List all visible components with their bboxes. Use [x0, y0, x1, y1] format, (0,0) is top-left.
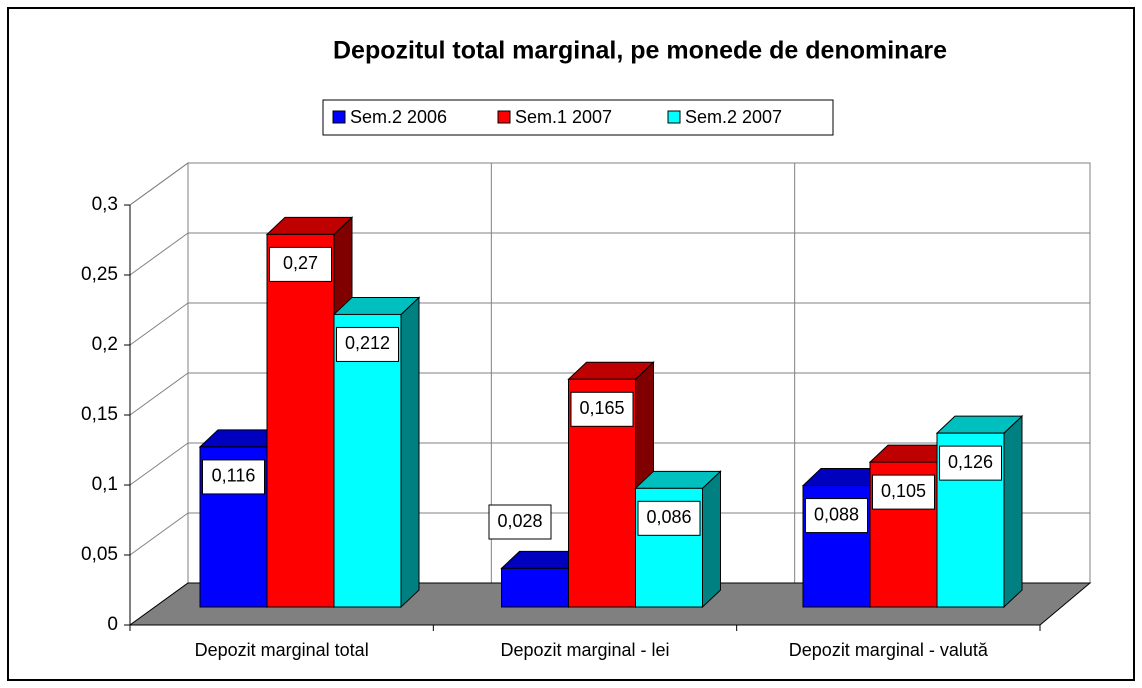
data-label-box: [570, 391, 634, 427]
grid-line: [129, 372, 189, 416]
x-tick-label: Depozit marginal total: [195, 640, 369, 660]
legend-label: Sem.2 2007: [685, 107, 782, 127]
data-label-box: [939, 445, 1002, 481]
data-label: 0,126: [948, 452, 993, 472]
data-label-box: [269, 246, 332, 282]
chart-title: Depozitul total marginal, pe monede de d…: [333, 37, 947, 65]
legend-swatch: [497, 110, 511, 124]
bar: [501, 567, 569, 608]
grid-line: [129, 442, 189, 486]
legend-label: Sem.2 2006: [350, 107, 447, 127]
y-tick-label: 0,1: [92, 474, 118, 495]
data-label-box: [805, 498, 868, 534]
legend-swatch: [332, 110, 346, 124]
data-label: 0,212: [345, 333, 390, 353]
bar-side: [400, 296, 420, 609]
data-label-box: [202, 459, 265, 495]
bar-side: [1003, 414, 1023, 609]
grid-line: [129, 302, 189, 346]
data-label: 0,086: [646, 507, 691, 527]
data-label-box: [488, 504, 552, 540]
y-tick-label: 0,25: [81, 264, 118, 285]
data-label: 0,165: [579, 398, 624, 418]
grid-line: [129, 512, 189, 556]
data-label-box: [336, 326, 399, 362]
y-tick-label: 0,15: [81, 404, 118, 425]
data-label: 0,116: [212, 466, 256, 486]
y-tick-label: 0: [107, 614, 118, 635]
x-tick-label: Depozit marginal - valută: [789, 640, 989, 660]
bar: [333, 313, 402, 608]
data-label: 0,088: [814, 504, 859, 524]
data-label: 0,27: [283, 253, 318, 273]
data-label: 0,105: [881, 481, 926, 501]
y-tick-label: 0,2: [92, 334, 118, 355]
grid-line: [129, 162, 189, 206]
legend-label: Sem.1 2007: [515, 107, 612, 127]
legend-box: [322, 99, 834, 136]
y-tick-label: 0,3: [92, 194, 118, 215]
legend-swatch: [667, 110, 681, 124]
data-label-box: [637, 500, 701, 536]
data-label-box: [872, 474, 935, 510]
y-tick-label: 0,05: [81, 544, 118, 565]
bar-side: [702, 470, 721, 609]
x-tick-label: Depozit marginal - lei: [500, 640, 669, 660]
data-label: 0,028: [497, 511, 542, 531]
bar: [266, 233, 335, 608]
grid-line: [129, 232, 189, 276]
